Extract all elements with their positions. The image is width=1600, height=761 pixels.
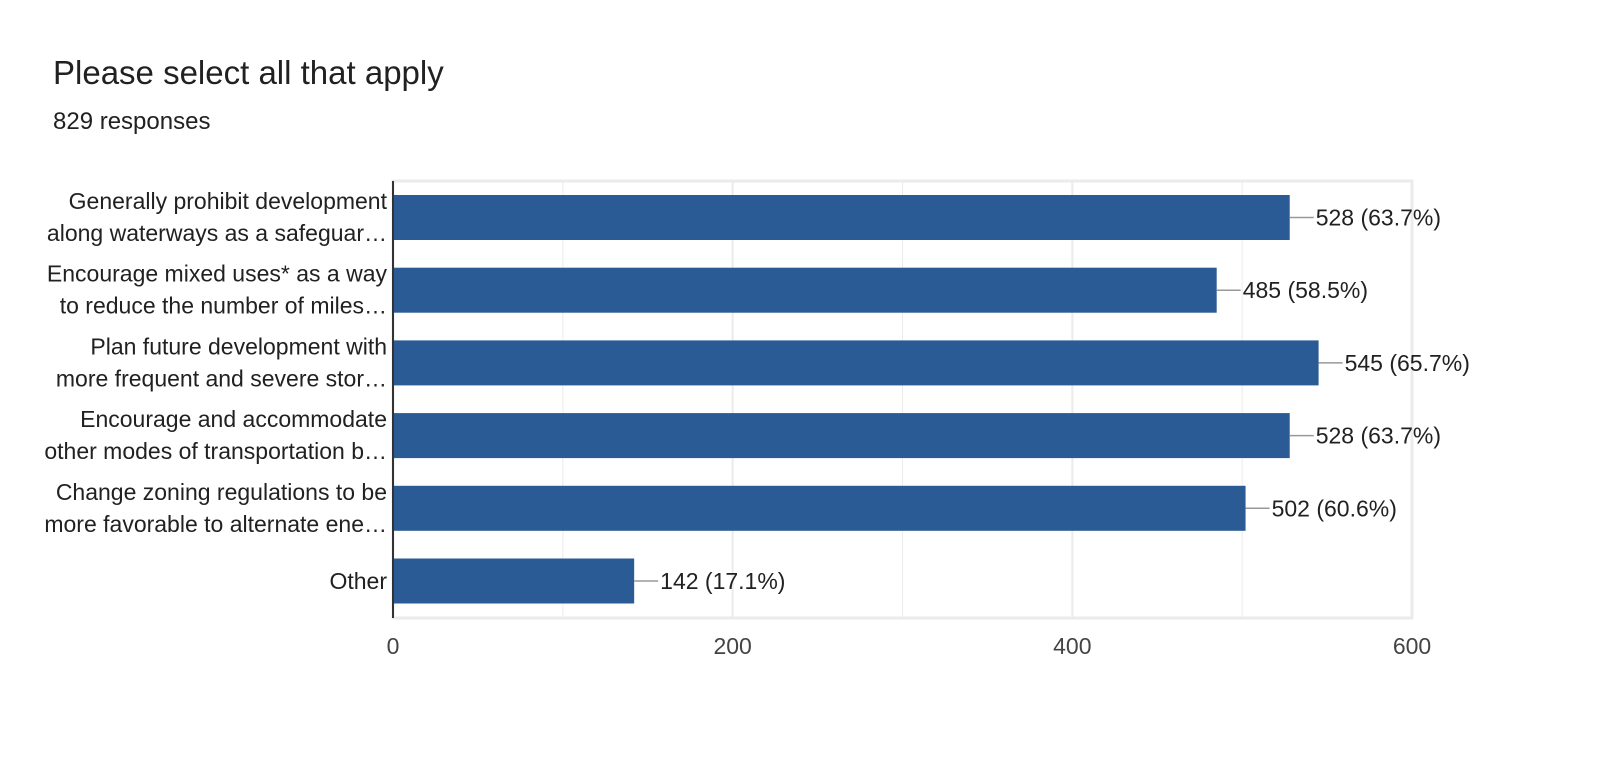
data-label: 485 (58.5%)	[1243, 277, 1368, 303]
category-label-line: Change zoning regulations to be	[56, 479, 387, 505]
category-label: Generally prohibit development along wate…	[47, 188, 388, 246]
category-label-line: more frequent and severe stor…	[56, 365, 387, 391]
category-label-line: other modes of transportation b…	[44, 438, 387, 464]
category-label-line: Generally prohibit development	[69, 188, 388, 214]
response-count: 829 responses	[53, 108, 211, 135]
bar	[393, 195, 1290, 240]
category-label-line: to reduce the number of miles…	[60, 293, 387, 319]
bar	[393, 267, 1217, 313]
category-label: Other	[329, 568, 387, 594]
category-label-line: along waterways as a safeguar…	[47, 220, 387, 246]
category-label-line: more favorable to alternate ene…	[44, 511, 387, 537]
category-label-line: Encourage and accommodate	[80, 406, 387, 432]
category-label: Encourage mixed uses* as a way to reduce …	[47, 261, 388, 319]
x-tick-label: 0	[387, 633, 400, 659]
data-label: 528 (63.7%)	[1316, 423, 1441, 449]
category-label: Encourage and accommodate other modes of …	[44, 406, 387, 464]
data-label: 545 (65.7%)	[1345, 350, 1470, 376]
bar	[393, 485, 1246, 531]
category-label: Plan future development with more frequen…	[56, 333, 387, 391]
bar	[393, 558, 635, 604]
data-label: 502 (60.6%)	[1272, 495, 1397, 521]
chart-title: Please select all that apply	[53, 54, 444, 91]
data-label: 528 (63.7%)	[1316, 205, 1441, 231]
category-label-line: Plan future development with	[90, 333, 387, 359]
x-tick-label: 200	[713, 633, 751, 659]
bar	[393, 340, 1319, 386]
category-label-line: Encourage mixed uses* as a way	[47, 261, 388, 287]
category-label: Change zoning regulations to be more favo…	[44, 479, 387, 537]
data-label: 142 (17.1%)	[660, 568, 785, 594]
x-tick-label: 400	[1053, 633, 1091, 659]
x-tick-label: 600	[1393, 633, 1431, 659]
bar	[393, 413, 1290, 459]
